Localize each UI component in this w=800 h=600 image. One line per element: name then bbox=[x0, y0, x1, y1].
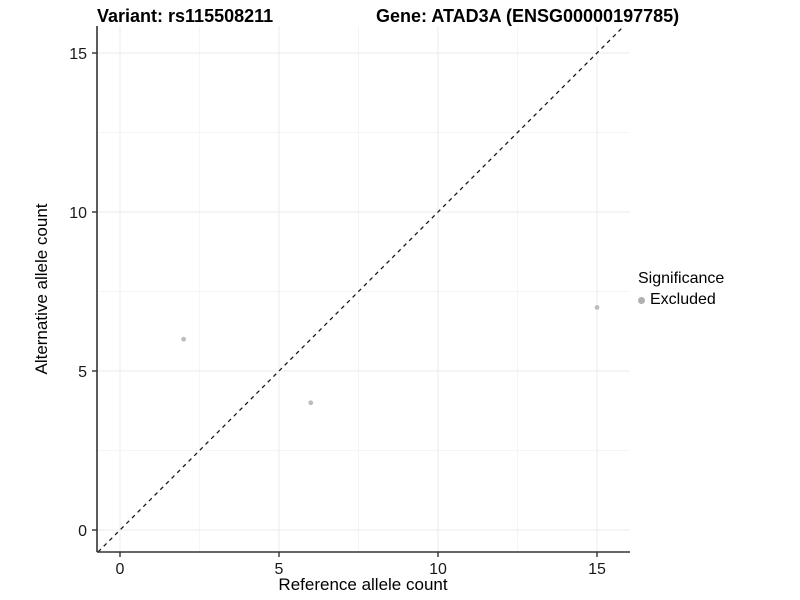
x-tick-label: 5 bbox=[275, 561, 284, 578]
y-tick-label: 10 bbox=[69, 205, 87, 222]
gene-title: Gene: ATAD3A (ENSG00000197785) bbox=[376, 6, 680, 26]
identity-line bbox=[97, 25, 625, 553]
data-point bbox=[594, 305, 600, 310]
x-tick-label: 0 bbox=[116, 561, 125, 578]
legend-entry-label: Excluded bbox=[650, 291, 716, 308]
y-tick-label: 5 bbox=[78, 364, 87, 381]
legend-title: Significance bbox=[638, 270, 725, 287]
y-tick-label: 0 bbox=[78, 523, 87, 540]
legend-entry: Excluded bbox=[638, 291, 724, 309]
y-axis-title: Alternative allele count bbox=[32, 203, 51, 375]
data-point bbox=[308, 400, 314, 406]
x-tick-label: 10 bbox=[429, 561, 447, 578]
legend-key-dot-icon bbox=[638, 296, 645, 304]
x-axis-title: Reference allele count bbox=[278, 575, 448, 594]
y-tick-label: 15 bbox=[69, 46, 87, 63]
data-point bbox=[181, 336, 187, 342]
x-tick-label: 15 bbox=[588, 561, 606, 578]
legend: Significance Excluded bbox=[638, 270, 724, 309]
variant-title: Variant: rs115508211 bbox=[97, 6, 274, 26]
